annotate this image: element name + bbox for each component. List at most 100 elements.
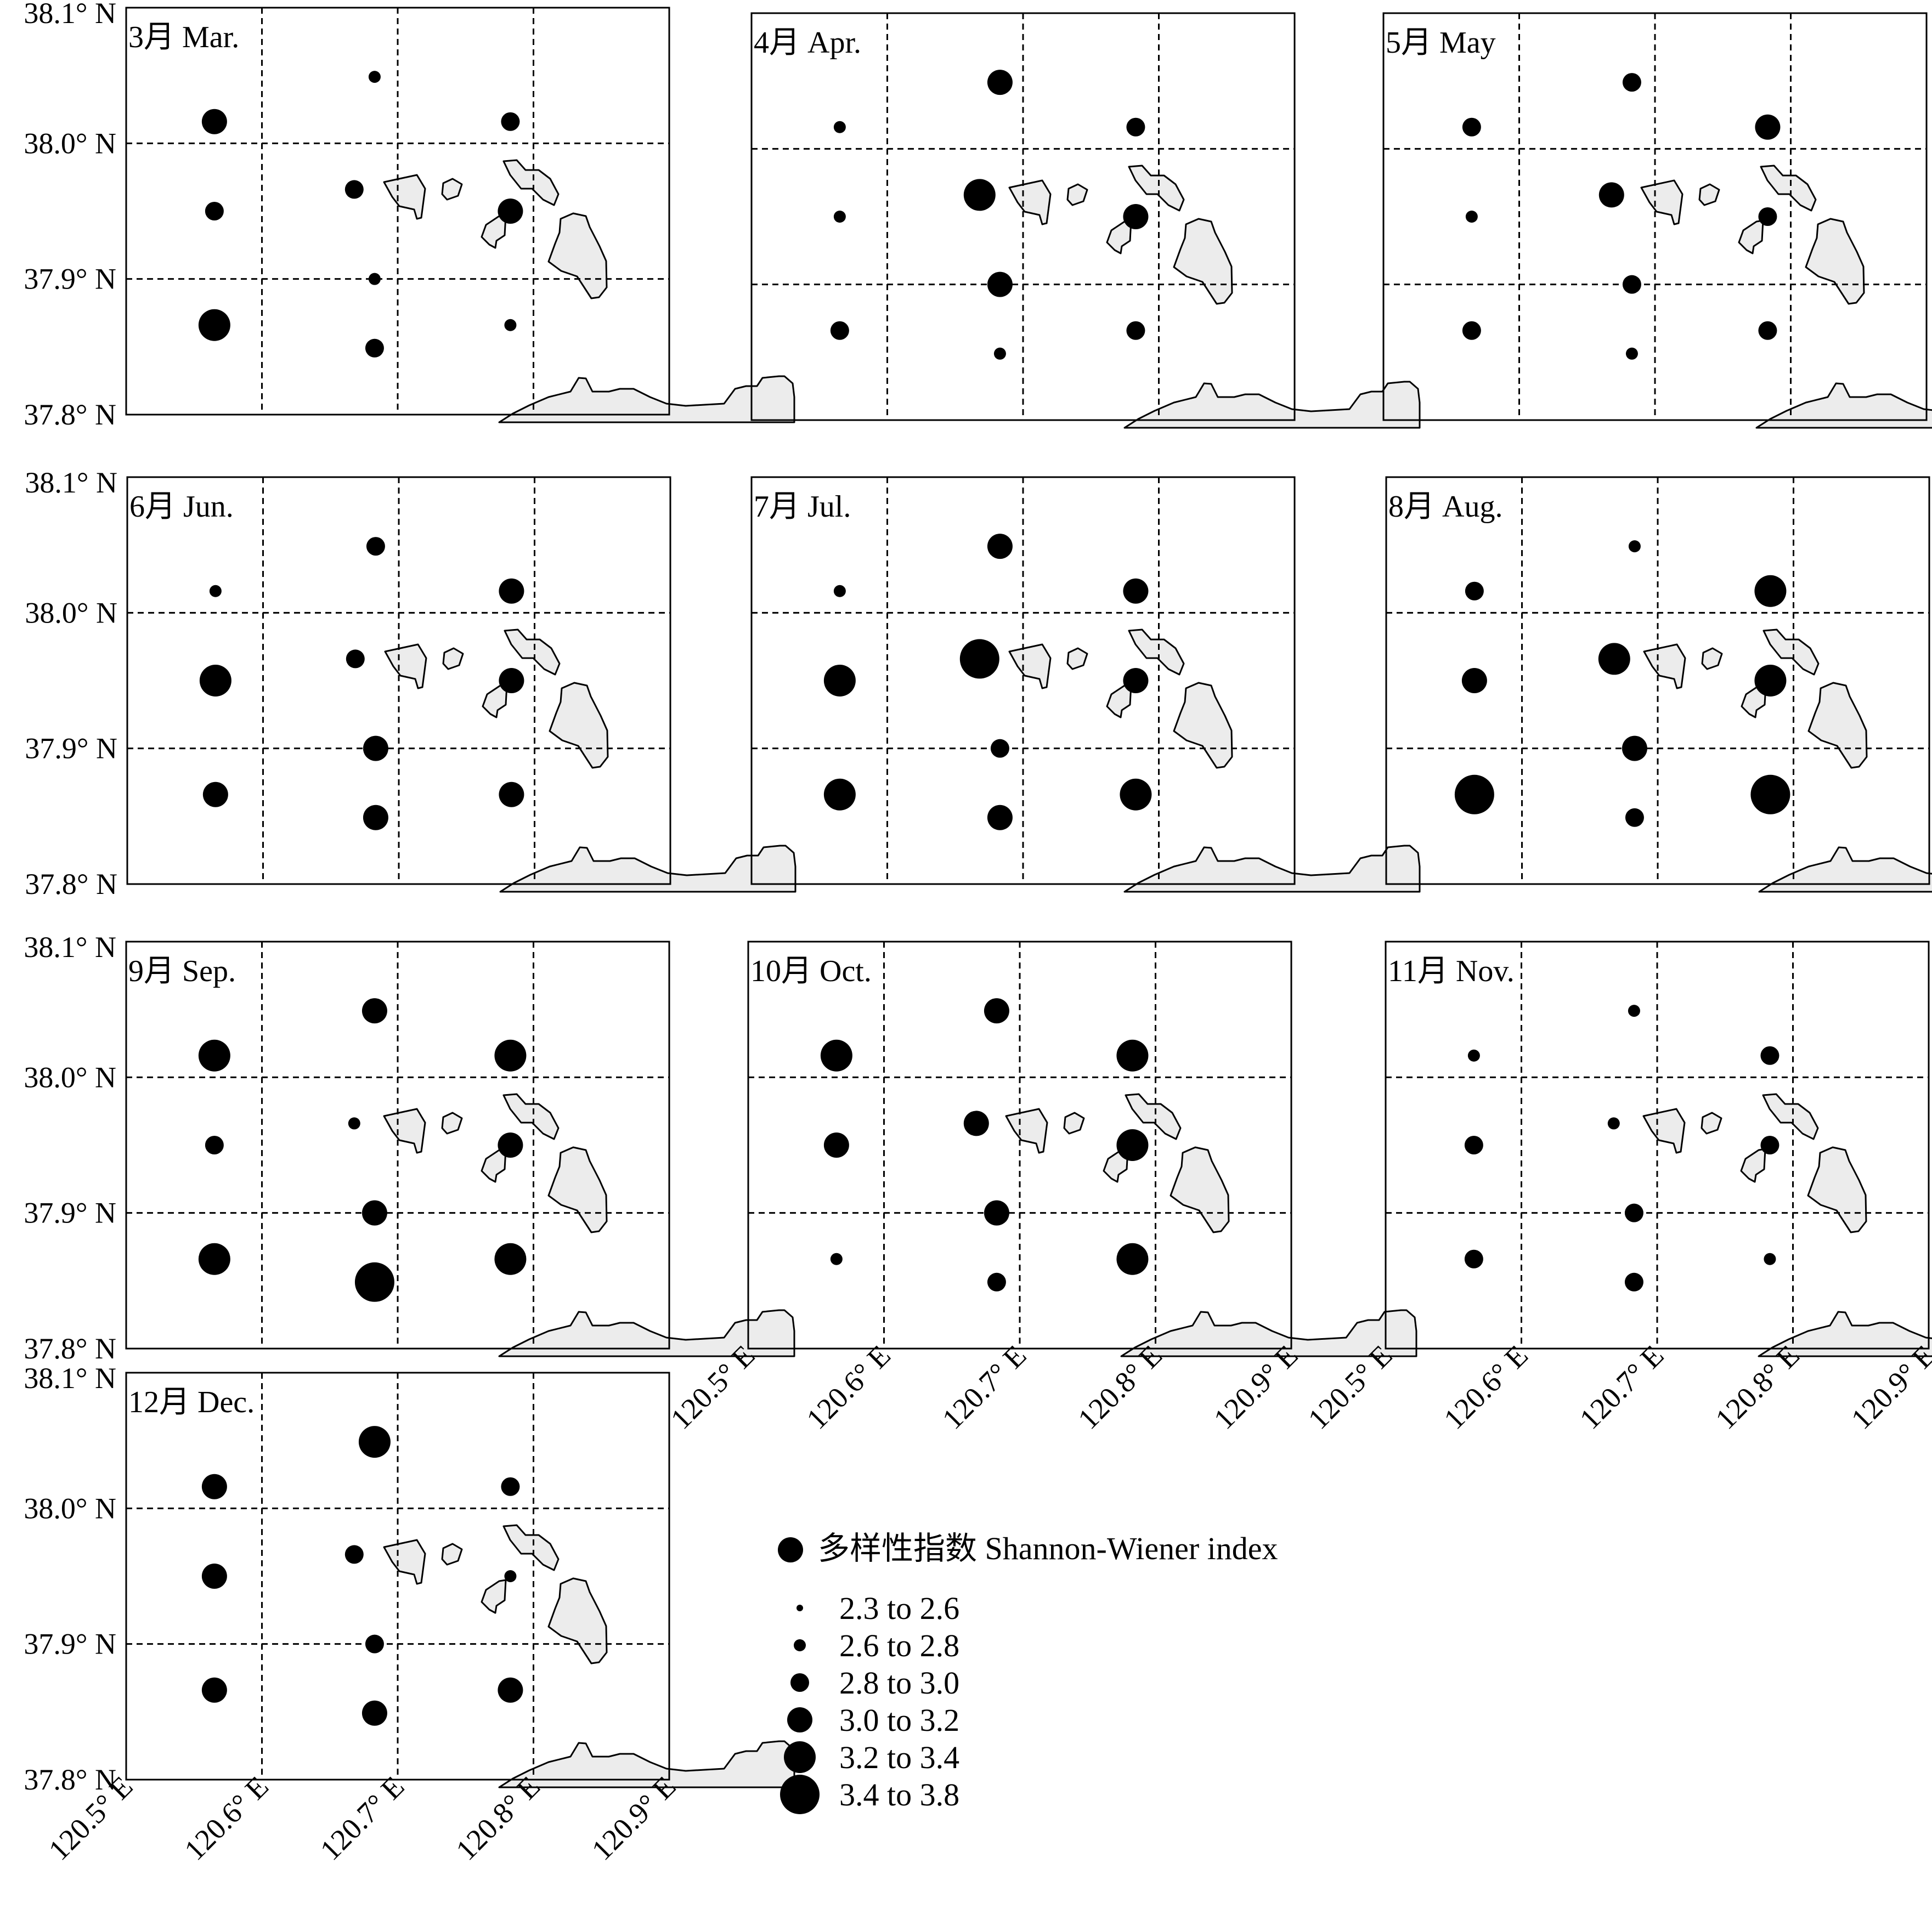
station-marker [1461,668,1487,693]
station-marker [830,321,849,340]
station-marker [984,1200,1009,1226]
panel-title: 4月 Apr. [754,26,861,60]
station-marker [1598,643,1630,675]
station-marker [833,585,846,597]
legend-marker [787,1707,812,1732]
station-marker [1764,1253,1776,1265]
station-marker [959,639,999,679]
station-marker [1123,668,1149,693]
panel-frame [1385,941,1930,1350]
coastline-land [383,1093,795,1357]
y-tick-label: 38.0° N [24,127,116,160]
y-tick-label: 37.9° N [24,263,116,296]
station-marker [833,211,846,223]
x-tick-label: 120.6° E [800,1339,896,1435]
panel-frame [750,476,1296,885]
station-marker [1628,1005,1640,1017]
legend-marker [790,1673,809,1692]
station-marker [1622,735,1647,761]
coastline-land [383,159,795,423]
station-marker [365,338,384,358]
station-marker [365,1634,384,1653]
coastline-land [1005,1093,1417,1357]
panel-frame [126,476,671,885]
map-panel: 5月 May [1382,12,1932,429]
coastline-land [1008,165,1421,429]
station-marker [1126,321,1145,340]
station-marker [1116,1129,1149,1161]
station-marker [1628,540,1641,553]
panel-title: 6月 Jun. [129,490,234,524]
panel-title: 7月 Jul. [754,490,851,524]
station-marker [987,271,1013,297]
station-marker [346,649,365,669]
map-panel: 12月 Dec. 37.8° N 37.9° N 38.0° N 38.1° N [24,1362,795,1796]
station-marker [499,668,524,693]
station-marker [201,1564,227,1589]
map-panel: 3月 Mar. 37.8° N 37.9° N 38.0° N 38.1° N [24,0,795,431]
station-marker [358,1426,391,1458]
x-tick-label: 120.8° E [449,1770,546,1866]
panel-title: 3月 Mar. [128,20,239,54]
station-marker [987,534,1013,559]
station-marker [1465,211,1478,223]
legend-marker [780,1775,820,1814]
station-marker [209,585,222,597]
panel-frame [1385,476,1930,885]
legend-entry-label: 3.4 to 3.8 [839,1777,959,1813]
y-tick-label: 37.9° N [24,1628,116,1661]
coastline-land [1640,165,1932,429]
map-panel: 4月 Apr. [750,12,1421,429]
station-marker [501,112,520,131]
station-marker [498,1132,523,1158]
station-marker [504,1570,517,1582]
station-marker [1123,578,1149,604]
station-marker [1622,73,1641,92]
legend-entry-label: 3.2 to 3.4 [839,1740,959,1775]
station-marker [199,665,231,696]
y-tick-label: 38.1° N [25,466,117,499]
station-marker [498,199,523,224]
y-tick-label: 37.9° N [24,1197,116,1230]
station-marker [201,109,227,134]
station-marker [504,319,517,331]
station-marker [368,71,381,83]
station-marker [363,805,388,830]
station-marker [987,1272,1006,1292]
coastline-land [1642,1093,1932,1357]
coastline-land [384,628,796,893]
y-tick-label: 37.8° N [24,1763,116,1796]
station-marker [963,1111,989,1136]
station-marker [361,1200,387,1226]
station-marker [1116,1243,1149,1275]
station-marker [499,782,524,807]
panel-title: 11月 Nov. [1388,954,1515,988]
panel-title: 12月 Dec. [128,1385,255,1419]
legend-marker [784,1741,816,1773]
station-marker [1624,1203,1643,1222]
station-marker [820,1039,852,1072]
legend: 多样性指数 Shannon-Wiener index 2.3 to 2.62.6… [778,1531,1278,1814]
x-tick-label: 120.6° E [1437,1339,1534,1435]
station-marker [1625,808,1644,827]
station-marker [1624,1272,1643,1292]
y-tick-label: 37.8° N [25,868,117,901]
station-marker [993,347,1006,360]
station-marker [368,273,381,285]
coastline-land [1008,628,1421,893]
legend-marker [794,1639,806,1651]
station-marker [1116,1039,1149,1072]
station-marker [344,180,364,199]
station-marker [1758,207,1777,226]
panel-frame [125,1372,670,1781]
legend-entry-label: 3.0 to 3.2 [839,1702,959,1738]
map-panel: 10月 Oct. [747,941,1417,1357]
station-marker [344,1545,364,1564]
y-tick-label: 38.1° N [24,1362,116,1395]
station-marker [1123,204,1149,229]
station-marker [1755,114,1781,140]
station-marker [354,1262,394,1302]
y-tick-label: 38.0° N [24,1492,116,1525]
station-marker [205,202,224,220]
station-marker [1467,1049,1480,1062]
